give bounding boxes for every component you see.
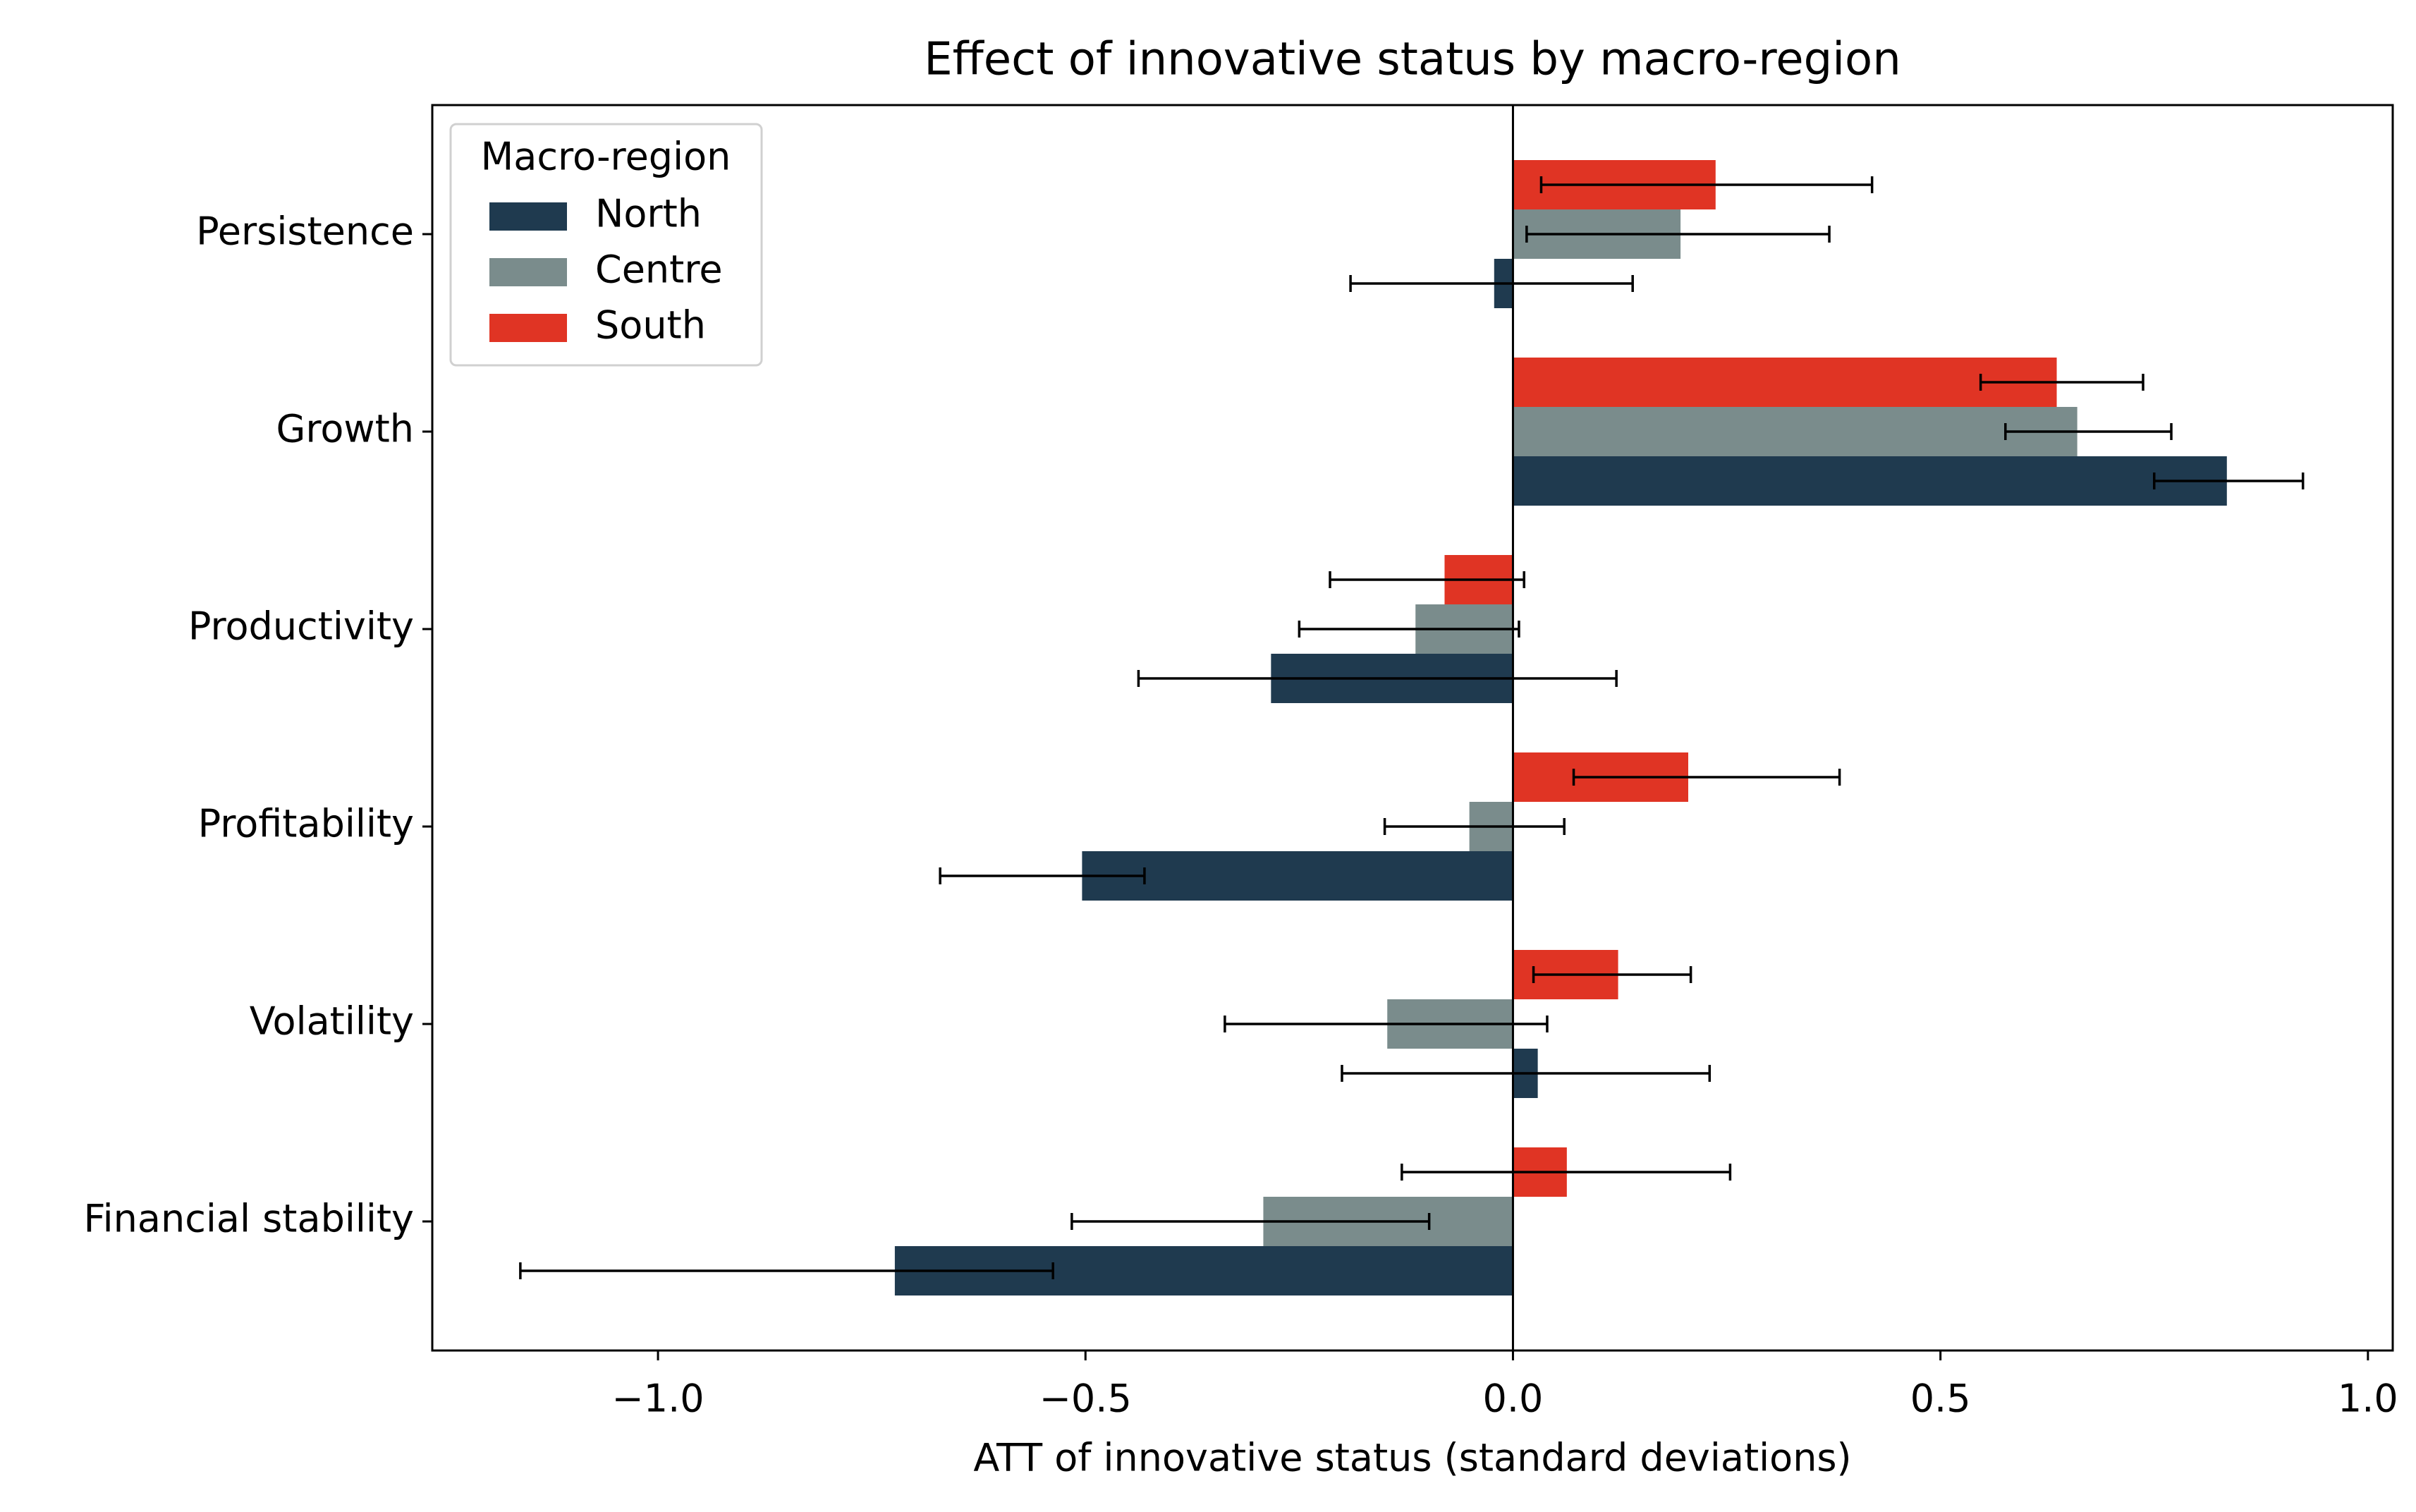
error-bar [1224, 1016, 1549, 1032]
error-bar [1070, 1213, 1431, 1230]
chart-title: Effect of innovative status by macro-reg… [924, 34, 1901, 86]
error-bar [1532, 966, 1692, 983]
y-tick-label: Persistence [196, 209, 414, 254]
bar [1513, 358, 2057, 407]
error-bar [1525, 226, 1831, 243]
bar [1082, 851, 1513, 901]
error-bar [519, 1262, 1054, 1279]
error-bar [1979, 374, 2144, 391]
x-tick-label: −0.5 [1039, 1377, 1132, 1421]
error-bar [2152, 472, 2305, 489]
error-bar [1349, 275, 1634, 292]
legend-swatch [489, 202, 567, 231]
y-tick-label: Growth [276, 407, 414, 451]
bar [1513, 456, 2227, 506]
plot-frame [431, 104, 2394, 1352]
error-bar [1137, 670, 1618, 687]
error-bar [2004, 423, 2173, 440]
error-bar [1572, 769, 1841, 786]
legend-label: Centre [595, 248, 723, 292]
y-tick-label: Financial stability [84, 1197, 414, 1241]
error-bar [939, 867, 1146, 884]
x-tick-label: 0.0 [1483, 1377, 1544, 1421]
y-tick-label: Volatility [250, 999, 414, 1044]
error-bar [1329, 571, 1525, 588]
legend-label: North [595, 192, 702, 236]
legend-title: Macro-region [481, 135, 731, 179]
error-bar [1383, 818, 1566, 835]
error-bar [1401, 1164, 1732, 1181]
legend-swatch [489, 314, 567, 342]
bar [1513, 407, 2078, 456]
y-tick-label: Productivity [188, 604, 414, 649]
x-tick-label: 1.0 [2338, 1377, 2398, 1421]
legend-box [449, 123, 763, 367]
x-tick-label: 0.5 [1910, 1377, 1971, 1421]
error-bar [1341, 1065, 1712, 1082]
x-axis-label: ATT of innovative status (standard devia… [973, 1436, 1851, 1480]
legend-swatch [489, 258, 567, 286]
y-tick-label: Profitability [198, 802, 414, 846]
error-bar [1298, 621, 1520, 638]
error-bar [1539, 176, 1874, 193]
legend-label: South [595, 303, 706, 348]
x-tick-label: −1.0 [612, 1377, 704, 1421]
